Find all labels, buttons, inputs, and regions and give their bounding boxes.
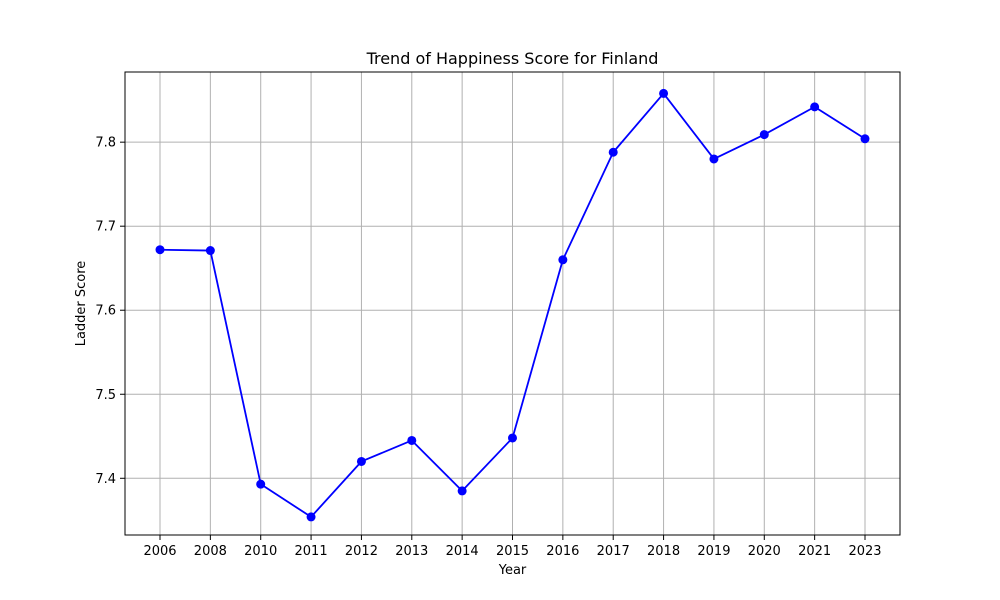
x-tick-label: 2018 <box>647 544 680 559</box>
y-tick-label: 7.6 <box>95 304 116 319</box>
data-point <box>508 433 517 443</box>
x-tick-label: 2006 <box>143 544 176 559</box>
data-point <box>759 130 769 140</box>
x-tick-label: 2017 <box>597 544 630 559</box>
x-tick-label: 2023 <box>848 544 881 559</box>
data-point <box>860 134 870 144</box>
chart-title: Trend of Happiness Score for Finland <box>366 49 659 68</box>
x-tick-label: 2011 <box>295 544 328 559</box>
x-tick-label: 2014 <box>446 544 479 559</box>
data-point <box>256 479 266 489</box>
y-tick-label: 7.7 <box>95 220 116 235</box>
y-axis: 7.4 7.5 7.6 7.7 7.8 <box>95 136 125 487</box>
grid-layer <box>125 72 900 535</box>
y-tick-label: 7.5 <box>95 388 116 403</box>
y-axis-label: Ladder Score <box>74 261 89 347</box>
data-point <box>659 88 669 98</box>
x-tick-label: 2010 <box>244 544 277 559</box>
data-point <box>709 154 719 164</box>
data-point <box>356 456 366 466</box>
data-point <box>306 512 316 522</box>
x-tick-label: 2016 <box>546 544 579 559</box>
x-tick-label: 2012 <box>345 544 378 559</box>
data-point <box>205 246 215 256</box>
series-layer <box>155 88 870 522</box>
data-point <box>810 102 820 112</box>
y-tick-label: 7.8 <box>95 136 116 151</box>
x-tick-label: 2015 <box>496 544 529 559</box>
x-tick-label: 2020 <box>748 544 781 559</box>
data-point <box>558 255 568 265</box>
x-axis: 2006 2008 2010 2011 2012 2013 2014 2015 2016 2017… <box>143 535 882 559</box>
x-axis-label: Year <box>498 563 527 578</box>
x-tick-label: 2013 <box>395 544 428 559</box>
data-point <box>608 147 618 157</box>
x-tick-label: 2019 <box>697 544 730 559</box>
data-point <box>457 486 467 496</box>
y-tick-label: 7.4 <box>95 472 116 487</box>
x-tick-label: 2008 <box>194 544 227 559</box>
data-point <box>155 245 165 255</box>
x-tick-label: 2021 <box>798 544 831 559</box>
data-point <box>407 435 417 445</box>
